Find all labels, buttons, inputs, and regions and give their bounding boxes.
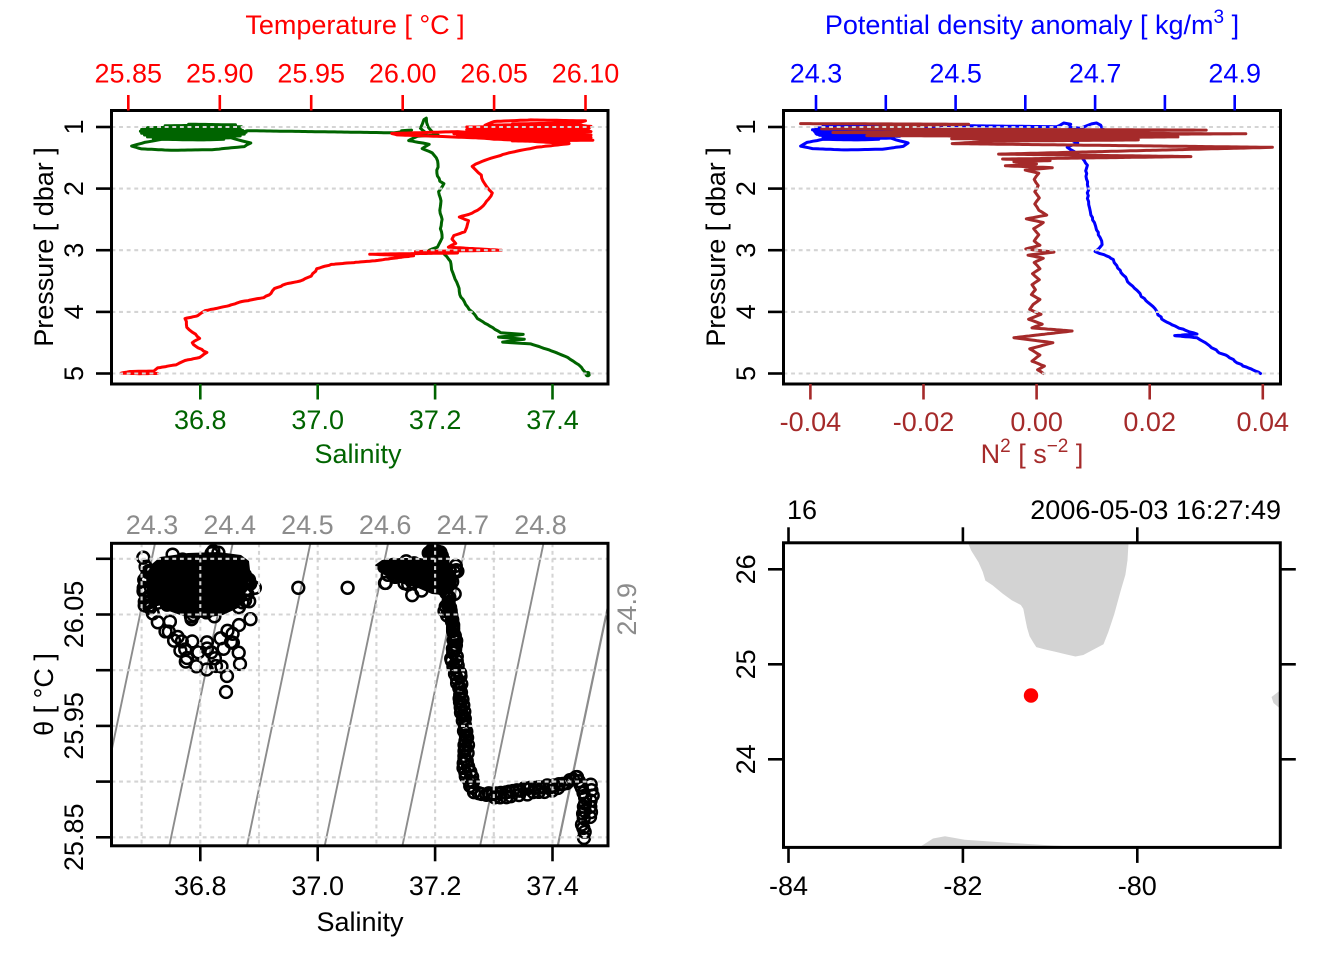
svg-text:N2 [ s−2 ]: N2 [ s−2 ] bbox=[981, 436, 1084, 469]
svg-text:5: 5 bbox=[59, 366, 89, 381]
svg-text:Salinity: Salinity bbox=[316, 907, 404, 937]
svg-text:0.00: 0.00 bbox=[1010, 407, 1063, 437]
svg-text:Salinity: Salinity bbox=[314, 439, 402, 469]
svg-text:36.8: 36.8 bbox=[174, 871, 227, 901]
svg-text:θ [ °C ]: θ [ °C ] bbox=[29, 653, 59, 736]
svg-text:4: 4 bbox=[59, 304, 89, 319]
svg-text:25.90: 25.90 bbox=[186, 59, 254, 89]
svg-text:4: 4 bbox=[731, 304, 761, 319]
svg-text:1: 1 bbox=[731, 119, 761, 134]
svg-text:0.04: 0.04 bbox=[1237, 407, 1290, 437]
svg-text:26.10: 26.10 bbox=[552, 59, 620, 89]
svg-text:-84: -84 bbox=[769, 871, 808, 901]
svg-text:-80: -80 bbox=[1118, 871, 1157, 901]
svg-text:Temperature [ °C ]: Temperature [ °C ] bbox=[245, 10, 464, 40]
svg-text:24.7: 24.7 bbox=[1069, 59, 1122, 89]
svg-text:26: 26 bbox=[731, 554, 761, 584]
svg-text:26.05: 26.05 bbox=[59, 581, 89, 649]
svg-text:37.2: 37.2 bbox=[409, 405, 462, 435]
svg-text:-0.02: -0.02 bbox=[893, 407, 955, 437]
svg-text:25.95: 25.95 bbox=[277, 59, 345, 89]
svg-text:25.85: 25.85 bbox=[95, 59, 163, 89]
svg-text:26.05: 26.05 bbox=[460, 59, 528, 89]
svg-text:24.3: 24.3 bbox=[126, 510, 179, 540]
svg-text:24.3: 24.3 bbox=[790, 59, 843, 89]
svg-text:25.85: 25.85 bbox=[59, 804, 89, 872]
svg-text:24: 24 bbox=[731, 744, 761, 774]
svg-text:0.02: 0.02 bbox=[1123, 407, 1176, 437]
svg-text:16: 16 bbox=[787, 495, 817, 525]
svg-text:25: 25 bbox=[731, 649, 761, 679]
svg-text:Pressure [ dbar ]: Pressure [ dbar ] bbox=[701, 147, 731, 347]
svg-text:37.0: 37.0 bbox=[291, 405, 344, 435]
svg-text:1: 1 bbox=[59, 119, 89, 134]
svg-text:37.4: 37.4 bbox=[526, 871, 579, 901]
svg-text:24.5: 24.5 bbox=[929, 59, 982, 89]
svg-text:3: 3 bbox=[731, 243, 761, 258]
svg-text:37.4: 37.4 bbox=[526, 405, 579, 435]
svg-text:3: 3 bbox=[59, 243, 89, 258]
svg-text:24.8: 24.8 bbox=[514, 510, 567, 540]
svg-text:5: 5 bbox=[731, 366, 761, 381]
svg-text:24.7: 24.7 bbox=[437, 510, 490, 540]
svg-text:24.9: 24.9 bbox=[612, 583, 642, 636]
svg-text:25.95: 25.95 bbox=[59, 692, 89, 760]
svg-text:26.00: 26.00 bbox=[369, 59, 437, 89]
svg-text:37.0: 37.0 bbox=[291, 871, 344, 901]
svg-text:-82: -82 bbox=[943, 871, 982, 901]
svg-text:24.6: 24.6 bbox=[359, 510, 412, 540]
svg-text:2006-05-03 16:27:49: 2006-05-03 16:27:49 bbox=[1030, 495, 1281, 525]
svg-text:2: 2 bbox=[731, 181, 761, 196]
svg-text:Pressure [ dbar ]: Pressure [ dbar ] bbox=[29, 147, 59, 347]
svg-text:24.5: 24.5 bbox=[281, 510, 334, 540]
svg-text:36.8: 36.8 bbox=[174, 405, 227, 435]
svg-text:2: 2 bbox=[59, 181, 89, 196]
svg-text:-0.04: -0.04 bbox=[780, 407, 842, 437]
svg-text:Potential density anomaly [ kg: Potential density anomaly [ kg/m3 ] bbox=[825, 7, 1239, 40]
svg-text:24.4: 24.4 bbox=[203, 510, 256, 540]
svg-text:37.2: 37.2 bbox=[409, 871, 462, 901]
svg-text:24.9: 24.9 bbox=[1208, 59, 1261, 89]
